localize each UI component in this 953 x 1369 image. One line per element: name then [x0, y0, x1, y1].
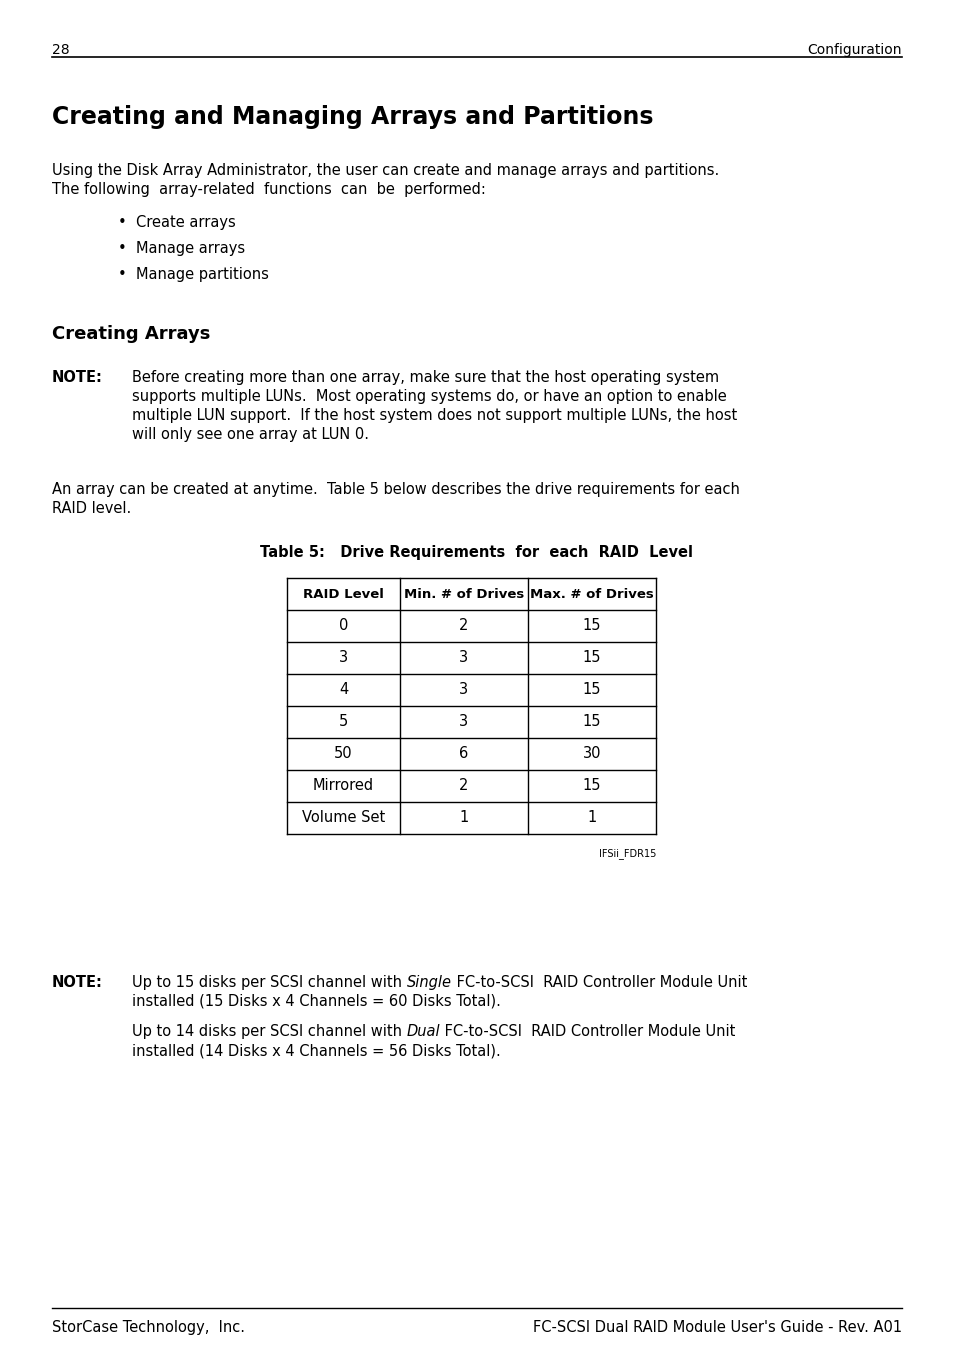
Text: Volume Set: Volume Set [301, 810, 385, 826]
Text: Using the Disk Array Administrator, the user can create and manage arrays and pa: Using the Disk Array Administrator, the … [52, 163, 719, 178]
Text: 2: 2 [458, 619, 468, 634]
Text: FC-SCSI Dual RAID Module User's Guide - Rev. A01: FC-SCSI Dual RAID Module User's Guide - … [533, 1320, 901, 1335]
Text: installed (14 Disks x 4 Channels = 56 Disks Total).: installed (14 Disks x 4 Channels = 56 Di… [132, 1043, 500, 1058]
Text: 3: 3 [459, 715, 468, 730]
Text: RAID Level: RAID Level [303, 587, 383, 601]
Text: The following  array-related  functions  can  be  performed:: The following array-related functions ca… [52, 182, 485, 197]
Text: 6: 6 [459, 746, 468, 761]
Text: 5: 5 [338, 715, 348, 730]
Text: 15: 15 [582, 715, 600, 730]
Text: 1: 1 [587, 810, 596, 826]
Text: Mirrored: Mirrored [313, 779, 374, 794]
Text: Configuration: Configuration [806, 42, 901, 57]
Text: 4: 4 [338, 683, 348, 697]
Text: Max. # of Drives: Max. # of Drives [530, 587, 653, 601]
Text: 2: 2 [458, 779, 468, 794]
Text: 1: 1 [459, 810, 468, 826]
Text: Table 5:   Drive Requirements  for  each  RAID  Level: Table 5: Drive Requirements for each RAI… [260, 545, 693, 560]
Text: NOTE:: NOTE: [52, 975, 103, 990]
Text: Creating and Managing Arrays and Partitions: Creating and Managing Arrays and Partiti… [52, 105, 653, 129]
Text: RAID level.: RAID level. [52, 501, 132, 516]
Text: •  Create arrays: • Create arrays [118, 215, 235, 230]
Text: •  Manage partitions: • Manage partitions [118, 267, 269, 282]
Text: Up to 15 disks per SCSI channel with: Up to 15 disks per SCSI channel with [132, 975, 406, 990]
Text: StorCase Technology,  Inc.: StorCase Technology, Inc. [52, 1320, 245, 1335]
Text: Dual: Dual [406, 1024, 439, 1039]
Text: installed (15 Disks x 4 Channels = 60 Disks Total).: installed (15 Disks x 4 Channels = 60 Di… [132, 994, 500, 1009]
Text: Single: Single [406, 975, 451, 990]
Text: 30: 30 [582, 746, 600, 761]
Text: supports multiple LUNs.  Most operating systems do, or have an option to enable: supports multiple LUNs. Most operating s… [132, 389, 726, 404]
Text: 28: 28 [52, 42, 70, 57]
Text: FC-to-SCSI  RAID Controller Module Unit: FC-to-SCSI RAID Controller Module Unit [439, 1024, 735, 1039]
Text: 15: 15 [582, 683, 600, 697]
Text: •  Manage arrays: • Manage arrays [118, 241, 245, 256]
Text: 50: 50 [334, 746, 353, 761]
Text: 15: 15 [582, 779, 600, 794]
Text: Before creating more than one array, make sure that the host operating system: Before creating more than one array, mak… [132, 370, 719, 385]
Text: FC-to-SCSI  RAID Controller Module Unit: FC-to-SCSI RAID Controller Module Unit [451, 975, 746, 990]
Text: 3: 3 [459, 683, 468, 697]
Text: Up to 14 disks per SCSI channel with: Up to 14 disks per SCSI channel with [132, 1024, 406, 1039]
Text: IFSii_FDR15: IFSii_FDR15 [598, 847, 656, 858]
Text: 15: 15 [582, 619, 600, 634]
Text: Min. # of Drives: Min. # of Drives [403, 587, 523, 601]
Text: Creating Arrays: Creating Arrays [52, 324, 211, 344]
Text: NOTE:: NOTE: [52, 370, 103, 385]
Text: will only see one array at LUN 0.: will only see one array at LUN 0. [132, 427, 369, 442]
Text: multiple LUN support.  If the host system does not support multiple LUNs, the ho: multiple LUN support. If the host system… [132, 408, 737, 423]
Text: 15: 15 [582, 650, 600, 665]
Text: 0: 0 [338, 619, 348, 634]
Text: 3: 3 [459, 650, 468, 665]
Text: An array can be created at anytime.  Table 5 below describes the drive requireme: An array can be created at anytime. Tabl… [52, 482, 740, 497]
Text: 3: 3 [338, 650, 348, 665]
